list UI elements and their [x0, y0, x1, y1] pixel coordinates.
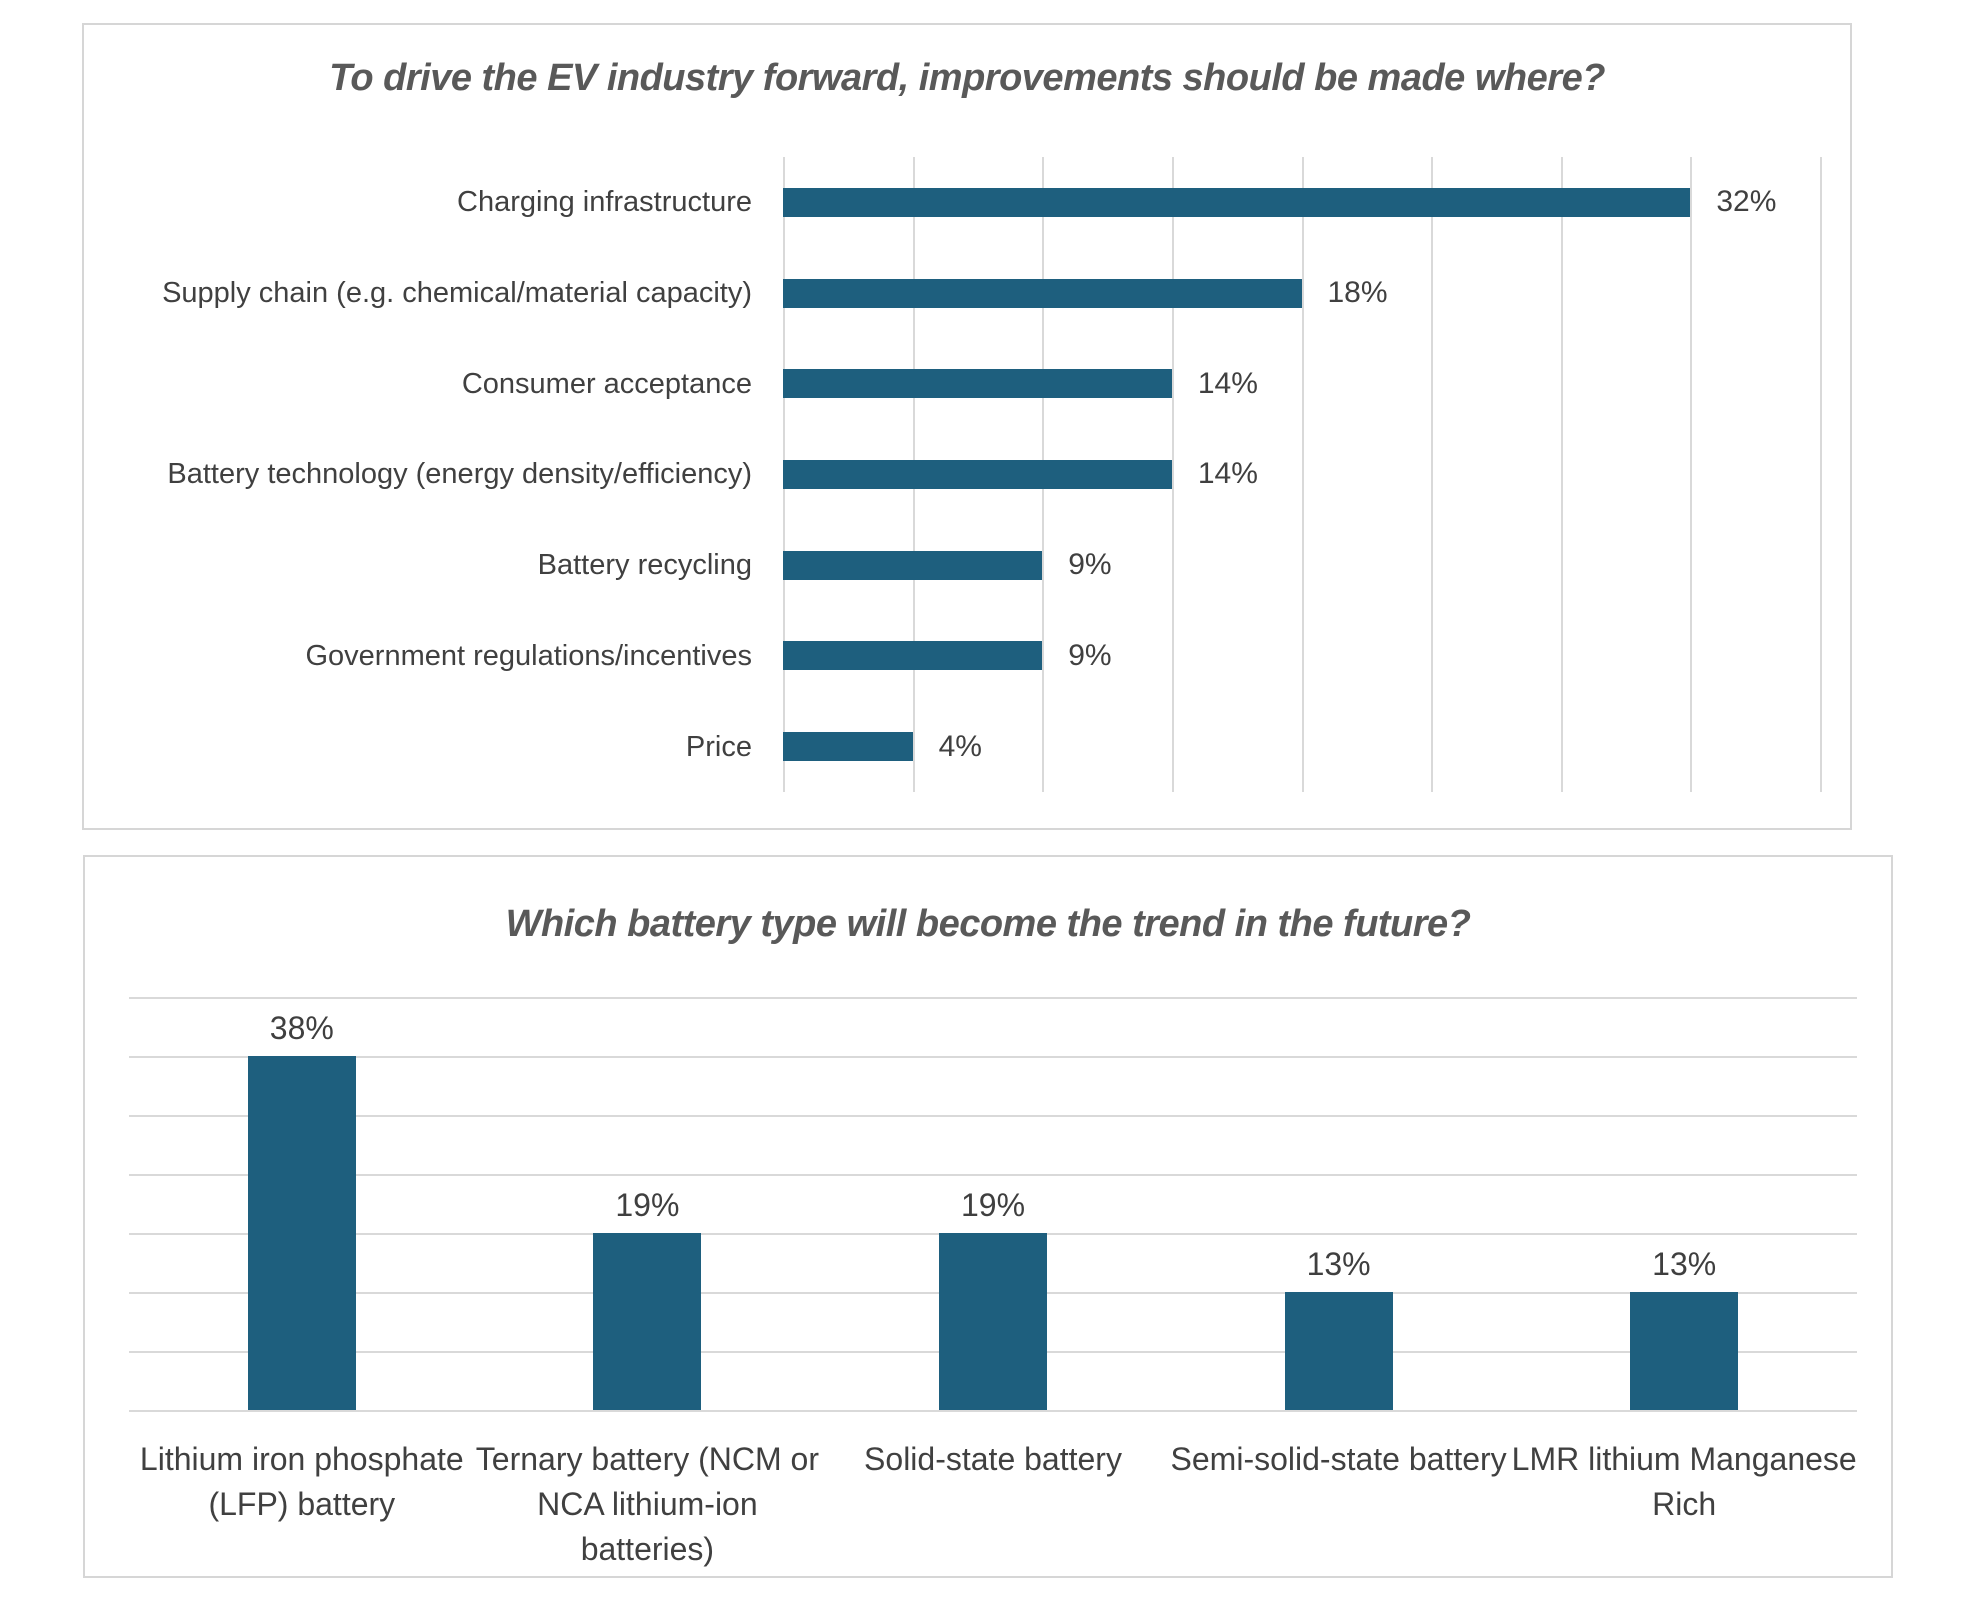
chart1-gridline-4 — [1301, 157, 1304, 792]
bar-lmr-lithium-manganese — [1630, 1292, 1739, 1410]
category-label-line: (LFP) battery — [208, 1486, 396, 1522]
value-label-solid-state-battery: 19% — [960, 1187, 1026, 1223]
chart2-gridline-4 — [129, 1174, 1857, 1176]
bar-battery-recycling — [783, 550, 1043, 580]
ev-improvements-plot-area: Charging infrastructure 32% Supply chain (… — [84, 25, 1850, 828]
category-label-line: Semi-solid-state battery — [1170, 1441, 1507, 1477]
bar-battery-technology-energy — [783, 459, 1172, 489]
value-label-battery-technology-energy: 14% — [1197, 457, 1258, 491]
category-label-consumer-acceptance: Consumer acceptance — [461, 367, 752, 400]
category-label-line: batteries) — [580, 1531, 715, 1567]
chart2-gridline-5 — [129, 1115, 1857, 1117]
category-label-semi-solid-state: Semi-solid-state battery — [1129, 1437, 1549, 1482]
category-label-line: Ternary battery (NCM or — [475, 1441, 819, 1477]
category-label-price: Price — [685, 730, 752, 763]
value-label-lmr-lithium-manganese: 13% — [1652, 1246, 1717, 1282]
category-label-line: Rich — [1652, 1486, 1717, 1522]
category-label-line: Lithium iron phosphate — [139, 1441, 464, 1477]
category-label-battery-recycling: Battery recycling — [537, 549, 752, 582]
bar-charging-infrastructure — [783, 187, 1691, 217]
category-label-supply-chain-e: Supply chain (e.g. chemical/material cap… — [162, 277, 752, 310]
bar-price — [783, 732, 913, 762]
battery-trend-plot-area: 38% Lithium iron phosphate (LFP) battery 19… — [85, 857, 1891, 1576]
category-label-line: Solid-state battery — [864, 1441, 1122, 1477]
battery-trend-chart-panel: Which battery type will become the trend… — [83, 855, 1893, 1578]
category-label-ternary-battery-ncm: Ternary battery (NCM or NCA lithium-ion ba… — [437, 1437, 857, 1572]
ev-improvements-chart-panel: To drive the EV industry forward, improv… — [82, 23, 1852, 830]
category-label-battery-technology-energy: Battery technology (energy density/effic… — [167, 458, 752, 491]
value-label-lithium-iron-phosphate: 38% — [269, 1010, 334, 1046]
value-label-consumer-acceptance: 14% — [1197, 366, 1258, 400]
chart2-gridline-6 — [129, 1056, 1857, 1058]
chart1-gridline-5 — [1431, 157, 1434, 792]
category-label-solid-state-battery: Solid-state battery — [783, 1437, 1203, 1482]
value-label-price: 4% — [938, 729, 982, 763]
category-label-lmr-lithium-manganese: LMR lithium Manganese Rich — [1474, 1437, 1894, 1527]
battery-trend-chart-title: Which battery type will become the trend… — [505, 903, 1471, 945]
bar-lithium-iron-phosphate — [247, 1056, 356, 1410]
category-label-charging-infrastructure: Charging infrastructure — [457, 186, 752, 219]
category-label-lithium-iron-phosphate: Lithium iron phosphate (LFP) battery — [92, 1437, 512, 1527]
bar-government-regulations-incentives — [783, 641, 1043, 671]
bar-semi-solid-state — [1284, 1292, 1393, 1410]
chart2-gridline-0 — [129, 1410, 1857, 1412]
bar-solid-state-battery — [939, 1233, 1047, 1410]
value-label-semi-solid-state: 13% — [1306, 1246, 1371, 1282]
value-label-government-regulations-incentives: 9% — [1068, 638, 1112, 672]
bar-ternary-battery-ncm — [593, 1233, 702, 1410]
chart1-gridline-3 — [1171, 157, 1174, 792]
chart2-gridline-7 — [129, 997, 1857, 999]
chart1-gridline-7 — [1690, 157, 1693, 792]
ev-improvements-chart-title: To drive the EV industry forward, improv… — [329, 57, 1605, 99]
value-label-ternary-battery-ncm: 19% — [615, 1187, 680, 1223]
chart1-gridline-8 — [1820, 157, 1822, 792]
bar-supply-chain-e — [783, 278, 1302, 308]
category-label-government-regulations-incentives: Government regulations/incentives — [305, 639, 752, 672]
value-label-battery-recycling: 9% — [1068, 548, 1112, 582]
category-label-line: NCA lithium-ion — [537, 1486, 758, 1522]
chart1-gridline-6 — [1560, 157, 1563, 792]
bar-consumer-acceptance — [783, 369, 1172, 399]
value-label-supply-chain-e: 18% — [1327, 276, 1388, 310]
value-label-charging-infrastructure: 32% — [1716, 185, 1777, 219]
category-label-line: LMR lithium Manganese — [1511, 1441, 1857, 1477]
